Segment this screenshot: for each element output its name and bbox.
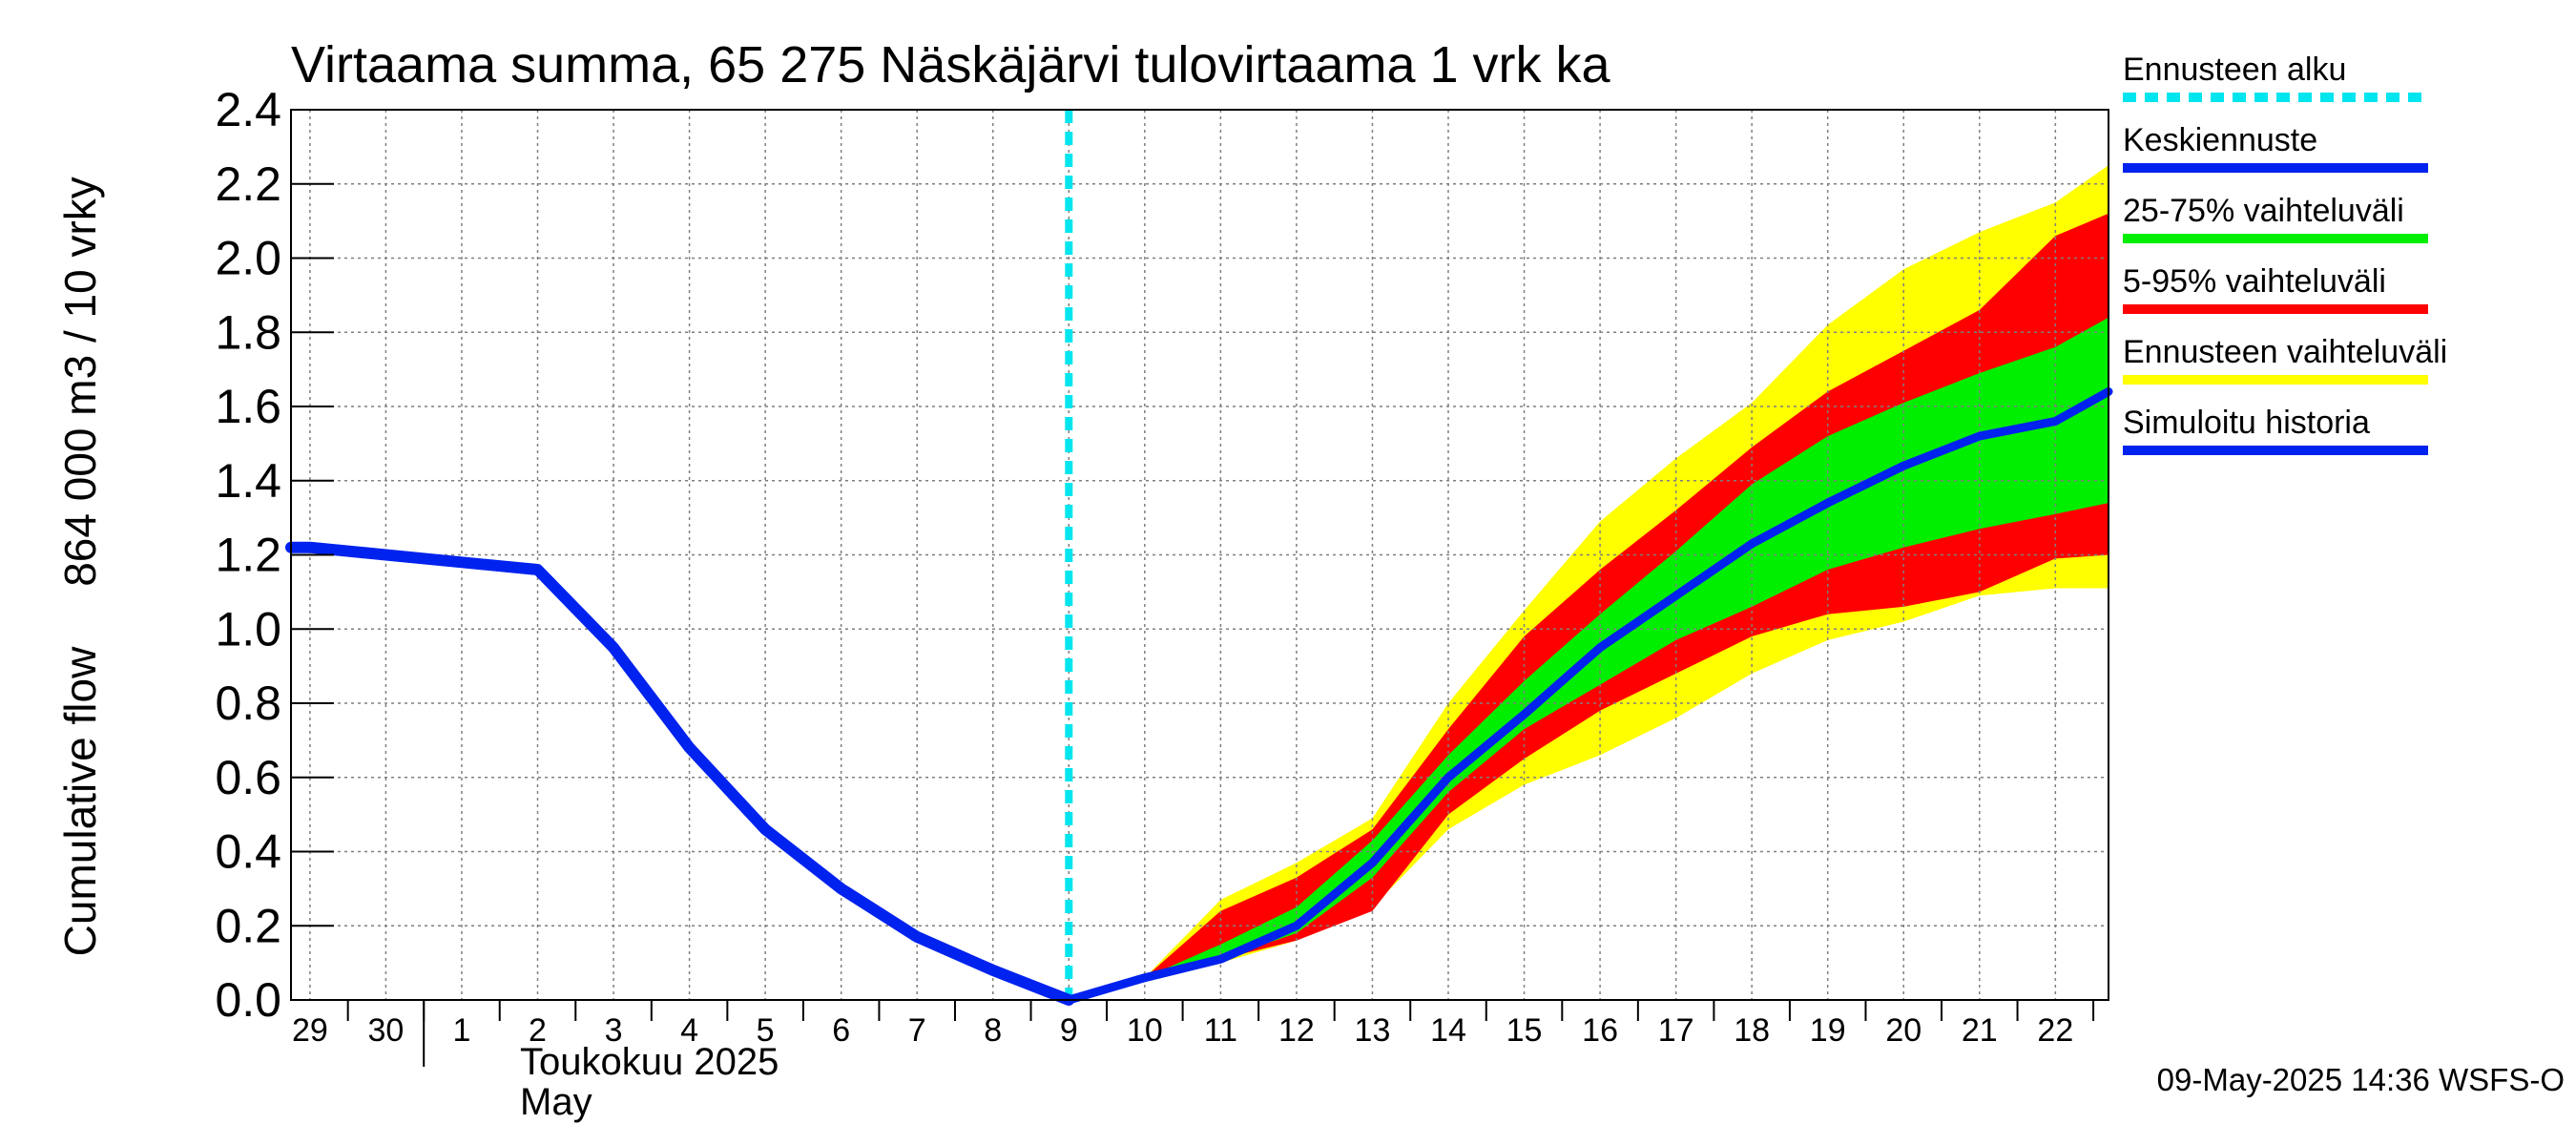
x-tick-label: 12 xyxy=(1278,1012,1315,1049)
y-tick-label: 1.4 xyxy=(215,454,281,508)
legend-label-4: Ennusteen vaihteluväli xyxy=(2123,334,2447,370)
y-tick-label: 0.8 xyxy=(215,677,281,730)
x-tick-label: 22 xyxy=(2037,1012,2073,1049)
y-tick-label: 2.0 xyxy=(215,232,281,285)
x-tick-label: 29 xyxy=(292,1012,328,1049)
x-tick-label: 18 xyxy=(1734,1012,1770,1049)
x-tick-label: 2 xyxy=(529,1012,547,1049)
x-tick-label: 5 xyxy=(757,1012,775,1049)
y-tick-label: 0.2 xyxy=(215,899,281,952)
series-lines xyxy=(285,110,2113,1006)
legend-label-2: 25-75% vaihteluväli xyxy=(2123,193,2404,229)
y-tick-label: 0.4 xyxy=(215,825,281,879)
legend-label-3: 5-95% vaihteluväli xyxy=(2123,263,2386,300)
legend-label-0: Ennusteen alku xyxy=(2123,52,2346,88)
y-tick-label: 1.2 xyxy=(215,529,281,582)
x-tick-label: 6 xyxy=(832,1012,850,1049)
month-label-finnish: Toukokuu 2025 xyxy=(520,1041,779,1083)
generated-timestamp: 09-May-2025 14:36 WSFS-O xyxy=(2157,1062,2565,1097)
x-tick-label: 7 xyxy=(908,1012,926,1049)
x-tick-label: 3 xyxy=(605,1012,623,1049)
x-tick-label: 4 xyxy=(680,1012,698,1049)
y-tick-label: 0.0 xyxy=(215,973,281,1027)
median-forecast-line xyxy=(1064,386,2113,1005)
y-tick-label: 2.4 xyxy=(215,83,281,136)
y-tick-label: 2.2 xyxy=(215,157,281,211)
x-tick-label: 9 xyxy=(1060,1012,1078,1049)
chart-title: Virtaama summa, 65 275 Näskäjärvi tulovi… xyxy=(291,36,1611,94)
legend: Ennusteen alku Keskiennuste 25-75% vaihtel… xyxy=(2123,52,2447,455)
history-line xyxy=(285,541,1075,1006)
y-axis-label-inner: 864 000 m3 / 10 vrky xyxy=(55,177,105,587)
y-axis-label-outer: Cumulative flow xyxy=(55,646,105,956)
y-tick-label: 1.0 xyxy=(215,602,281,656)
x-tick-label: 10 xyxy=(1127,1012,1163,1049)
x-tick-label: 13 xyxy=(1355,1012,1391,1049)
x-tick-label: 16 xyxy=(1582,1012,1618,1049)
x-tick-label: 19 xyxy=(1810,1012,1846,1049)
y-tick-label: 0.6 xyxy=(215,751,281,804)
x-tick-label: 1 xyxy=(453,1012,471,1049)
x-tick-label: 11 xyxy=(1204,1012,1237,1049)
x-tick-label: 17 xyxy=(1658,1012,1694,1049)
x-tick-label: 8 xyxy=(984,1012,1002,1049)
axes: 0.0 0.2 0.4 0.6 0.8 1.0 1.2 1.4 1.6 1.8 2.0 2.2 2.4 2… xyxy=(215,83,2109,1067)
x-tick-label: 15 xyxy=(1506,1012,1543,1049)
month-label-english: May xyxy=(520,1081,592,1123)
y-tick-label: 1.6 xyxy=(215,380,281,433)
legend-label-1: Keskiennuste xyxy=(2123,122,2317,158)
legend-label-5: Simuloitu historia xyxy=(2123,405,2370,441)
x-tick-label: 21 xyxy=(1962,1012,1998,1049)
x-tick-label: 20 xyxy=(1885,1012,1922,1049)
x-tick-label: 30 xyxy=(368,1012,405,1049)
band-1 xyxy=(1069,213,2109,1001)
x-tick-label: 14 xyxy=(1430,1012,1466,1049)
y-tick-label: 1.8 xyxy=(215,305,281,359)
